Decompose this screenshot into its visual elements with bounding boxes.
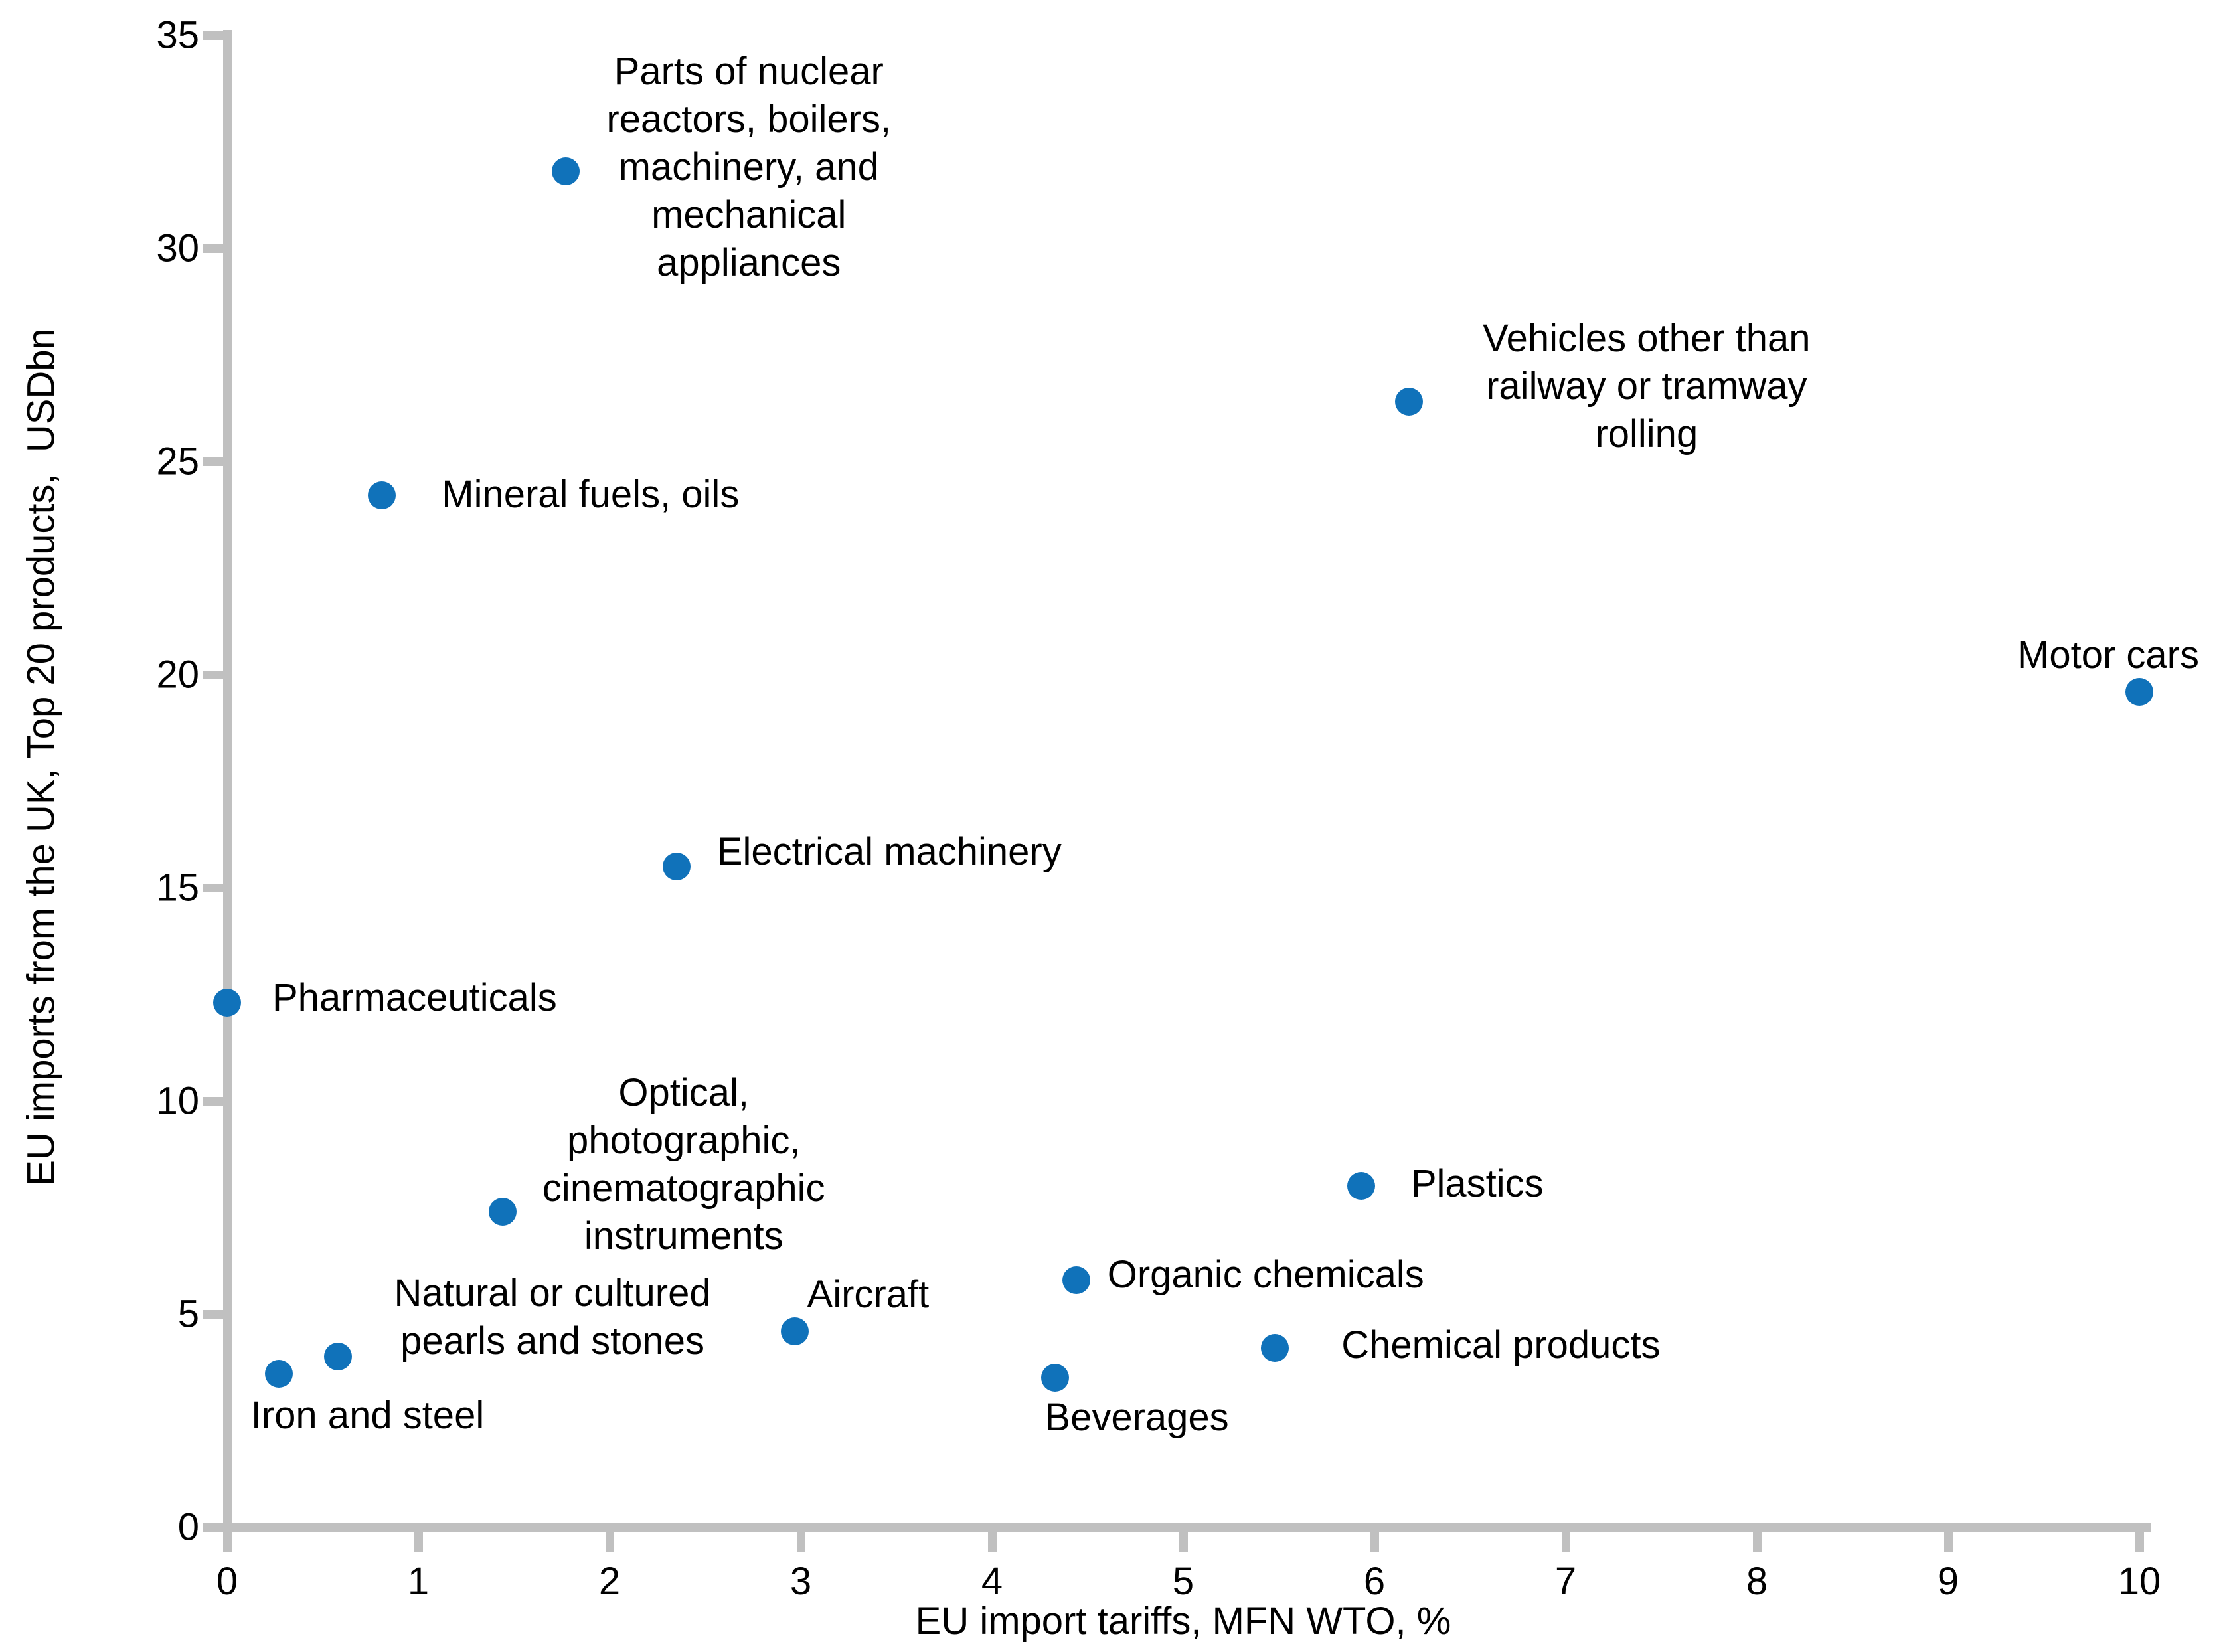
x-tick — [1179, 1523, 1188, 1552]
x-tick-label: 4 — [981, 1560, 1003, 1603]
data-point — [488, 1197, 517, 1226]
y-tick — [202, 31, 232, 40]
point-label: Beverages — [1044, 1396, 1229, 1440]
data-point — [551, 157, 580, 186]
point-label: Natural or cultured pearls and stones — [394, 1272, 711, 1363]
x-tick — [796, 1523, 805, 1552]
data-point — [1062, 1266, 1090, 1294]
y-tick-label: 10 — [156, 1079, 199, 1123]
y-tick — [202, 670, 232, 679]
y-tick — [202, 1309, 232, 1319]
point-label: Chemical products — [1341, 1323, 1661, 1367]
data-point — [1041, 1364, 1070, 1392]
data-point — [1261, 1334, 1289, 1363]
x-tick-label: 8 — [1746, 1560, 1768, 1603]
data-point — [781, 1317, 809, 1345]
x-axis-title: EU import tariffs, MFN WTO, % — [915, 1600, 1451, 1643]
point-label: Iron and steel — [250, 1393, 485, 1437]
y-tick-label: 0 — [177, 1505, 199, 1549]
point-label: Pharmaceuticals — [272, 976, 557, 1020]
point-label: Organic chemicals — [1107, 1252, 1424, 1296]
x-tick — [1561, 1523, 1570, 1552]
data-point — [662, 852, 691, 880]
y-tick-label: 5 — [177, 1292, 199, 1336]
y-tick-label: 25 — [156, 440, 199, 483]
y-tick-label: 30 — [156, 226, 199, 270]
x-tick-label: 1 — [407, 1560, 430, 1603]
y-axis-title: EU imports from the UK, Top 20 products,… — [19, 328, 63, 1186]
data-point — [1394, 388, 1423, 416]
x-tick — [605, 1523, 614, 1552]
x-tick — [1370, 1523, 1379, 1552]
point-label: Motor cars — [2017, 633, 2199, 677]
y-tick-label: 35 — [156, 13, 199, 57]
data-point — [1347, 1172, 1375, 1200]
x-tick-label: 5 — [1172, 1560, 1195, 1603]
x-tick — [1752, 1523, 1762, 1552]
x-tick-label: 2 — [598, 1560, 621, 1603]
x-tick-label: 9 — [1937, 1560, 1959, 1603]
x-tick-label: 10 — [2117, 1560, 2161, 1603]
y-axis-line — [222, 30, 232, 1542]
data-point — [368, 481, 396, 510]
data-point — [264, 1359, 293, 1388]
x-tick — [414, 1523, 423, 1552]
x-tick — [2135, 1523, 2144, 1552]
point-label: Plastics — [1410, 1162, 1544, 1206]
point-label: Parts of nuclear reactors, boilers, mach… — [606, 50, 892, 285]
point-label: Optical, photographic, cinematographic i… — [542, 1070, 825, 1258]
x-tick-label: 7 — [1554, 1560, 1577, 1603]
x-tick — [1943, 1523, 1953, 1552]
point-label: Aircraft — [807, 1272, 930, 1316]
y-tick — [202, 1523, 232, 1532]
y-tick-label: 15 — [156, 866, 199, 910]
point-label: Vehicles other than railway or tramway r… — [1483, 317, 1811, 456]
y-tick — [202, 883, 232, 892]
y-tick — [202, 1096, 232, 1106]
y-tick — [202, 244, 232, 253]
x-tick — [987, 1523, 997, 1552]
x-tick-label: 6 — [1363, 1560, 1386, 1603]
x-tick-label: 0 — [216, 1560, 238, 1603]
point-label: Electrical machinery — [716, 829, 1062, 873]
y-tick — [202, 457, 232, 466]
point-label: Mineral fuels, oils — [442, 473, 740, 517]
x-tick-label: 3 — [789, 1560, 812, 1603]
y-tick-label: 20 — [156, 653, 199, 697]
data-point — [213, 989, 241, 1017]
data-point — [2125, 677, 2153, 706]
data-point — [324, 1343, 353, 1371]
